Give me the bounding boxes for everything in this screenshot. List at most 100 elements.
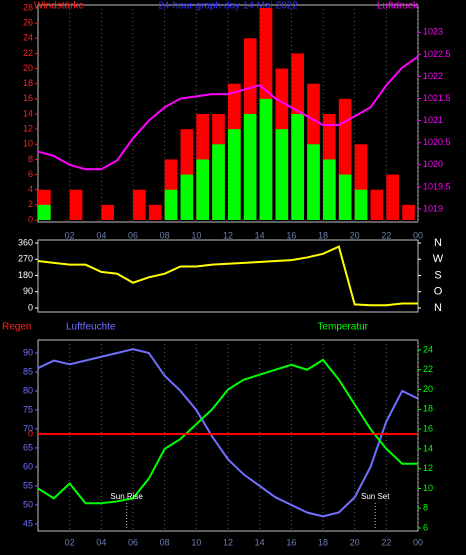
x-tick-label: 14 xyxy=(255,537,265,547)
y-tick-label: 360 xyxy=(18,237,33,247)
x-tick-label: 06 xyxy=(128,230,138,240)
y-tick-label: 26 xyxy=(23,18,33,28)
y-tick-label: 180 xyxy=(18,270,33,280)
y-tick-label: 2 xyxy=(28,199,33,209)
y-tick-label: 80 xyxy=(23,385,33,395)
y-axis-label: Windstärke xyxy=(34,1,84,12)
bar xyxy=(338,174,352,220)
y-tick-label: 90 xyxy=(23,286,33,296)
y2-tick-label: N xyxy=(434,237,442,249)
x-tick-label: 00 xyxy=(413,230,423,240)
x-tick-label: 10 xyxy=(191,537,201,547)
y-tick-label: 50 xyxy=(23,499,33,509)
y-tick-label: 24 xyxy=(23,33,33,43)
x-tick-label: 02 xyxy=(65,230,75,240)
y-tick-label: 45 xyxy=(23,518,33,528)
bar xyxy=(259,98,273,220)
x-tick-label: 12 xyxy=(223,230,233,240)
x-tick-label: 14 xyxy=(255,230,265,240)
y-tick-label: 22 xyxy=(23,48,33,58)
series-line xyxy=(37,245,418,307)
y-tick-label: 90 xyxy=(23,347,33,357)
x-tick-label: 00 xyxy=(413,537,423,547)
x-tick-label: 22 xyxy=(381,230,391,240)
y2-tick-label: 24 xyxy=(423,344,433,354)
y2-tick-label: 16 xyxy=(423,423,433,433)
y2-tick-label: 12 xyxy=(423,463,433,473)
y2-tick-label: 1021 xyxy=(423,115,443,125)
bar xyxy=(212,144,225,220)
y2-tick-label: 1020 xyxy=(423,159,443,169)
y-tick-label: 10 xyxy=(23,139,33,149)
x-tick-label: 18 xyxy=(318,537,328,547)
y-tick-label: 6 xyxy=(28,169,33,179)
bar xyxy=(101,204,114,220)
y3-axis-label: Regen xyxy=(2,322,31,333)
y-tick-label: 60 xyxy=(23,461,33,471)
bar xyxy=(243,114,257,220)
y-tick-label: 28 xyxy=(23,2,33,12)
y-tick-label: 12 xyxy=(23,124,33,134)
y2-tick-label: 1020.5 xyxy=(423,137,451,147)
y2-tick-label: N xyxy=(434,302,442,314)
x-tick-label: 04 xyxy=(96,537,106,547)
y2-tick-label: 1021.5 xyxy=(423,93,451,103)
chart-title: 24-hour graph day 14 Mai 2022 xyxy=(158,1,298,12)
x-tick-label: 04 xyxy=(96,230,106,240)
bar xyxy=(354,189,368,220)
x-tick-label: 08 xyxy=(160,537,170,547)
x-tick-label: 20 xyxy=(350,537,360,547)
bar xyxy=(196,159,209,220)
series-line xyxy=(37,358,418,505)
y2-axis-label: Temperatur xyxy=(317,322,368,333)
y-tick-label: 18 xyxy=(23,78,33,88)
y-tick-label: 0 xyxy=(28,302,33,312)
x-tick-label: 16 xyxy=(286,537,296,547)
series-line xyxy=(37,348,419,518)
y2-axis-label: Luftdruck xyxy=(377,1,419,12)
y-tick-label: 270 xyxy=(18,254,33,264)
bar xyxy=(133,189,146,220)
bar xyxy=(323,159,336,220)
series-line xyxy=(37,55,419,171)
y-tick-label: 85 xyxy=(23,366,33,376)
bar xyxy=(69,189,83,220)
bar xyxy=(386,174,399,220)
y-tick-label: 8 xyxy=(28,154,33,164)
y3-tick-label: 0 xyxy=(28,428,33,438)
y-tick-label: 16 xyxy=(23,93,33,103)
y-tick-label: 14 xyxy=(23,108,33,118)
annotation: Sun Rise xyxy=(110,492,143,501)
y-tick-label: 0 xyxy=(28,214,33,224)
x-tick-label: 06 xyxy=(128,537,138,547)
bar xyxy=(164,189,178,220)
y2-tick-label: W xyxy=(433,253,444,265)
x-tick-label: 02 xyxy=(65,537,75,547)
x-tick-label: 22 xyxy=(381,537,391,547)
y-tick-label: 75 xyxy=(23,404,33,414)
y2-tick-label: O xyxy=(434,286,443,298)
y-tick-label: 65 xyxy=(23,442,33,452)
y-tick-label: 70 xyxy=(23,423,33,433)
y2-tick-label: 1019 xyxy=(423,203,443,213)
y2-tick-label: 8 xyxy=(423,503,428,513)
bar xyxy=(38,204,51,220)
y2-tick-label: 1022.5 xyxy=(423,49,451,59)
bar xyxy=(370,189,384,220)
y2-tick-label: 1022 xyxy=(423,71,443,81)
y2-tick-label: 22 xyxy=(423,364,433,374)
x-tick-label: 12 xyxy=(223,537,233,547)
x-tick-label: 10 xyxy=(191,230,201,240)
y2-tick-label: 10 xyxy=(423,483,433,493)
y2-tick-label: 20 xyxy=(423,384,433,394)
y-axis-label: Luftfeuchte xyxy=(66,322,116,333)
bar xyxy=(228,129,241,220)
x-tick-label: 18 xyxy=(318,230,328,240)
y2-tick-label: S xyxy=(434,269,441,281)
bar xyxy=(275,129,289,220)
bar xyxy=(307,144,320,220)
bar xyxy=(148,204,162,220)
x-tick-label: 08 xyxy=(160,230,170,240)
